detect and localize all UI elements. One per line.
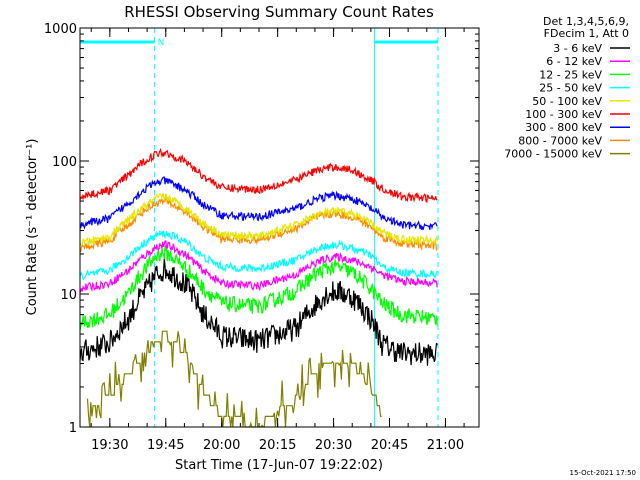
series-100-to-300kev bbox=[79, 147, 438, 204]
series-line bbox=[79, 147, 438, 204]
x-tick-label: 20:30 bbox=[315, 438, 352, 453]
data-series bbox=[79, 147, 438, 428]
legend-entry-label: 25 - 50 keV bbox=[539, 82, 602, 95]
legend-header-line: Det 1,3,4,5,6,9, bbox=[543, 15, 629, 28]
legend-entry-label: 12 - 25 keV bbox=[539, 68, 602, 81]
series-line bbox=[79, 176, 438, 230]
y-tick-label: 1000 bbox=[44, 22, 77, 37]
x-tick-label: 20:45 bbox=[371, 438, 408, 453]
night-marker-label: N bbox=[158, 38, 165, 48]
chart-title: RHESSI Observing Summary Count Rates bbox=[124, 3, 434, 21]
legend: Det 1,3,4,5,6,9,FDecim 1, Att 0 3 - 6 keV… bbox=[504, 15, 630, 161]
y-tick-label: 100 bbox=[52, 155, 77, 170]
legend-entry-label: 800 - 7000 keV bbox=[518, 134, 602, 147]
y-axis: 1 10 100 1000 bbox=[44, 22, 479, 436]
x-tick-label: 19:45 bbox=[147, 438, 184, 453]
series-line bbox=[86, 330, 382, 428]
series-6-to-12kev bbox=[79, 240, 438, 293]
x-axis-label: Start Time (17-Jun-07 19:22:02) bbox=[175, 458, 383, 473]
x-axis: 19:30 19:45 20:00 20:15 20:30 20:45 21:00 bbox=[90, 28, 465, 453]
series-line bbox=[79, 258, 438, 366]
y-axis-label: Count Rate (s⁻¹ detector⁻¹) bbox=[25, 139, 40, 316]
legend-entry-label: 7000 - 15000 keV bbox=[504, 148, 602, 161]
legend-header-line: FDecim 1, Att 0 bbox=[544, 27, 629, 40]
render-timestamp: 15-Oct-2021 17:50 bbox=[570, 469, 636, 477]
series-3-to-6kev bbox=[79, 258, 438, 366]
x-tick-label: 19:30 bbox=[91, 438, 128, 453]
legend-entry-label: 300 - 800 keV bbox=[525, 121, 602, 134]
y-tick-label: 10 bbox=[60, 288, 77, 303]
y-tick-label: 1 bbox=[69, 421, 77, 436]
series-25-to-50kev bbox=[79, 230, 438, 280]
series-line bbox=[79, 230, 438, 280]
legend-entry-label: 3 - 6 keV bbox=[553, 42, 602, 55]
series-7000-to-15000kev bbox=[86, 330, 382, 428]
x-tick-label: 20:00 bbox=[203, 438, 240, 453]
series-12-to-25kev bbox=[79, 245, 438, 331]
legend-entry-label: 50 - 100 keV bbox=[532, 95, 602, 108]
series-50-to-100kev bbox=[79, 192, 438, 247]
legend-entry-label: 6 - 12 keV bbox=[546, 55, 602, 68]
series-line bbox=[79, 245, 438, 331]
plot-frame bbox=[79, 27, 480, 428]
x-tick-label: 20:15 bbox=[259, 438, 296, 453]
series-line bbox=[79, 192, 438, 247]
series-line bbox=[79, 240, 438, 293]
series-300-to-800kev bbox=[79, 176, 438, 230]
x-tick-label: 21:00 bbox=[427, 438, 464, 453]
legend-entry-label: 100 - 300 keV bbox=[525, 108, 602, 121]
